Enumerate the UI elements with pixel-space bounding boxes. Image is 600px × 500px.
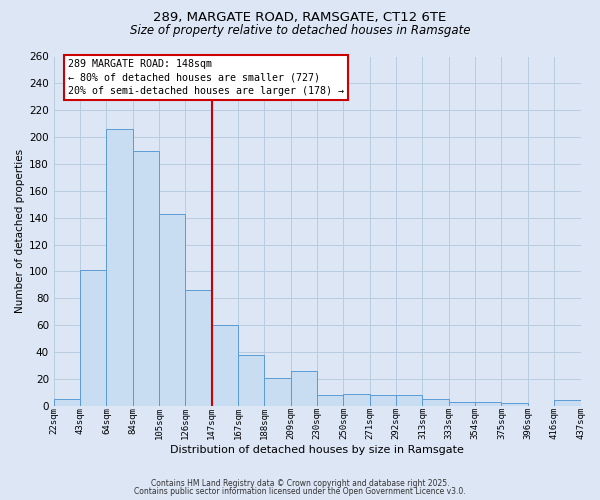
Bar xyxy=(291,371,317,406)
Bar xyxy=(133,150,159,406)
Bar xyxy=(159,214,185,406)
Text: 289, MARGATE ROAD, RAMSGATE, CT12 6TE: 289, MARGATE ROAD, RAMSGATE, CT12 6TE xyxy=(154,11,446,24)
Bar xyxy=(317,395,343,406)
Bar xyxy=(422,399,449,406)
Bar xyxy=(343,394,370,406)
Bar xyxy=(396,395,422,406)
X-axis label: Distribution of detached houses by size in Ramsgate: Distribution of detached houses by size … xyxy=(170,445,464,455)
Text: Size of property relative to detached houses in Ramsgate: Size of property relative to detached ho… xyxy=(130,24,470,37)
Bar xyxy=(265,378,291,406)
Y-axis label: Number of detached properties: Number of detached properties xyxy=(15,149,25,313)
Bar xyxy=(475,402,502,406)
Text: Contains public sector information licensed under the Open Government Licence v3: Contains public sector information licen… xyxy=(134,488,466,496)
Bar xyxy=(80,270,106,406)
Bar xyxy=(106,129,133,406)
Bar xyxy=(212,325,238,406)
Bar xyxy=(370,395,396,406)
Text: 289 MARGATE ROAD: 148sqm
← 80% of detached houses are smaller (727)
20% of semi-: 289 MARGATE ROAD: 148sqm ← 80% of detach… xyxy=(68,59,344,96)
Bar xyxy=(185,290,212,406)
Text: Contains HM Land Registry data © Crown copyright and database right 2025.: Contains HM Land Registry data © Crown c… xyxy=(151,479,449,488)
Bar xyxy=(554,400,581,406)
Bar xyxy=(502,403,528,406)
Bar xyxy=(449,402,475,406)
Bar xyxy=(238,355,265,406)
Bar xyxy=(54,399,80,406)
